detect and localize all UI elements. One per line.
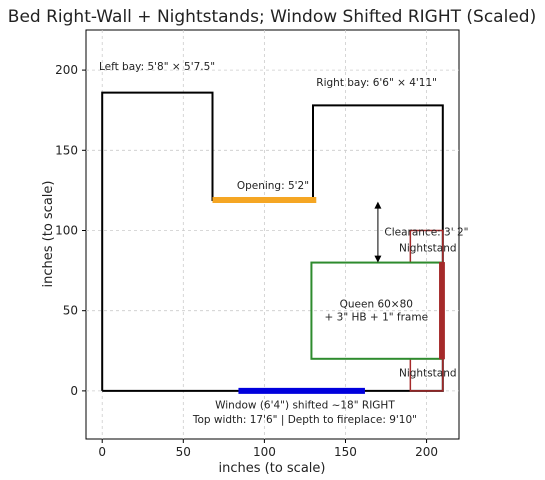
clearance-arrow-head-bottom [374,255,382,263]
x-tick-label: 150 [334,445,357,459]
y-tick-label: 150 [55,143,78,157]
x-axis-label: inches (to scale) [219,461,326,476]
clearance-arrow-head-top [374,201,382,209]
annotation-label: Nightstand [399,242,457,254]
room-outline [101,91,444,392]
axis-ticks: 0 50 100 150 200 0 50 100 150 200 [55,63,438,459]
plot-area [85,29,460,440]
headboard [439,262,445,360]
annotations: Left bay: 5'8" × 5'7.5" Right bay: 6'6" ×… [99,61,469,426]
annotation-label: Opening: 5'2" [237,180,309,192]
annotation-label: Window (6'4") shifted ~18" RIGHT [215,400,395,412]
annotation-label: Top width: 17'6" | Depth to fireplace: 9… [192,414,417,426]
y-tick-label: 50 [63,304,78,318]
annotation-label: Nightstand [399,367,457,379]
x-tick-label: 100 [253,445,276,459]
x-tick-label: 0 [98,445,106,459]
y-axis-label: inches (to scale) [41,181,56,288]
x-tick-label: 50 [176,445,191,459]
annotation-label: Left bay: 5'8" × 5'7.5" [99,61,215,73]
annotation-label: Clearance: 3' 2" [384,226,468,238]
floor-plan [101,91,445,394]
x-tick-label: 200 [415,445,438,459]
chart-title: Bed Right-Wall + Nightstands; Window Shi… [8,7,536,27]
annotation-label: Queen 60×80 [340,298,413,310]
y-tick-label: 0 [70,384,78,398]
y-tick-label: 100 [55,223,78,237]
annotation-label: + 3" HB + 1" frame [325,311,429,323]
y-tick-label: 200 [55,63,78,77]
annotation-label: Right bay: 6'6" × 4'11" [316,77,437,89]
